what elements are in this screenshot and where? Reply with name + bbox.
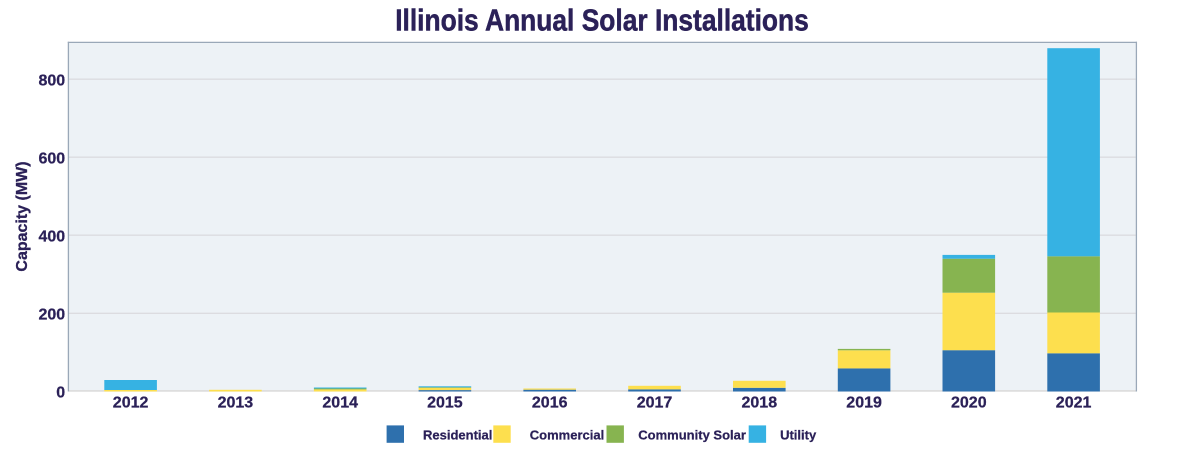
svg-text:2012: 2012 xyxy=(113,395,149,412)
svg-text:200: 200 xyxy=(38,307,65,324)
svg-text:2020: 2020 xyxy=(951,395,987,412)
svg-text:Illinois Annual Solar Installa: Illinois Annual Solar Installations xyxy=(395,4,809,38)
svg-text:2014: 2014 xyxy=(322,395,358,412)
svg-text:800: 800 xyxy=(38,73,65,90)
svg-text:2017: 2017 xyxy=(637,395,673,412)
svg-text:2015: 2015 xyxy=(427,395,463,412)
svg-text:2016: 2016 xyxy=(532,395,568,412)
svg-text:600: 600 xyxy=(38,151,65,168)
svg-text:0: 0 xyxy=(56,385,65,402)
svg-text:Capacity (MW): Capacity (MW) xyxy=(14,161,31,271)
svg-text:2013: 2013 xyxy=(218,395,254,412)
svg-text:2018: 2018 xyxy=(742,395,778,412)
svg-text:Community Solar: Community Solar xyxy=(638,427,746,442)
svg-text:2021: 2021 xyxy=(1056,395,1092,412)
svg-text:400: 400 xyxy=(38,229,65,246)
svg-text:Commercial: Commercial xyxy=(530,427,604,442)
svg-text:Utility: Utility xyxy=(780,427,817,442)
svg-text:Residential: Residential xyxy=(423,427,492,442)
svg-text:2019: 2019 xyxy=(846,395,882,412)
